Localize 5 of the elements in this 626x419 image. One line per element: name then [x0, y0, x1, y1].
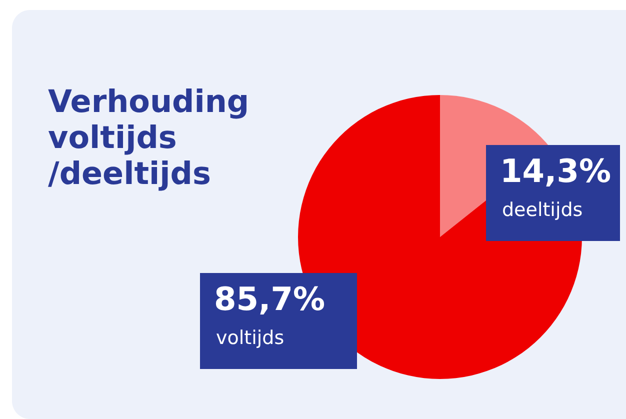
slice-label: voltijds [216, 327, 284, 349]
data-label: 85,7% [214, 280, 326, 318]
slice-label: deeltijds [502, 199, 583, 221]
data-label: 14,3% [500, 152, 612, 190]
text: Verhouding voltijds /deeltijds [48, 84, 250, 192]
